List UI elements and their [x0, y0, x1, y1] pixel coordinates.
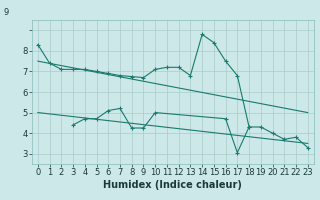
X-axis label: Humidex (Indice chaleur): Humidex (Indice chaleur) [103, 180, 242, 190]
Text: 9: 9 [4, 8, 9, 17]
